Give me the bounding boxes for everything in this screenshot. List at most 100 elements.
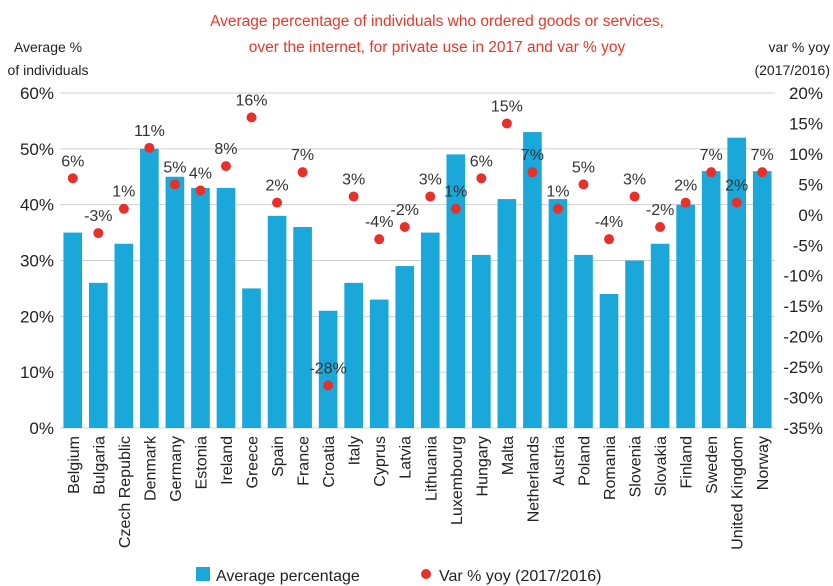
bar — [676, 204, 695, 428]
data-label: 7% — [700, 147, 723, 164]
data-label: 6% — [61, 153, 84, 170]
bar — [114, 243, 134, 428]
bar — [752, 171, 772, 428]
y-right-tick-label: 0% — [798, 206, 823, 225]
y-left-title-line-2: of individuals — [8, 62, 89, 78]
dot-point — [399, 222, 410, 232]
category-label: Croatia — [321, 436, 338, 488]
y-left-tick-label: 0% — [29, 419, 54, 438]
y-right-tick-label: 5% — [798, 175, 823, 194]
data-label: 4% — [189, 165, 212, 182]
data-label: -4% — [365, 214, 393, 231]
data-label: 1% — [444, 184, 467, 201]
y-right-tick-label: -25% — [783, 358, 823, 377]
category-label: Austria — [551, 436, 568, 486]
dot-point — [297, 167, 308, 178]
y-right-title-line-2: (2017/2016) — [754, 62, 830, 78]
dot-point — [604, 234, 615, 245]
bar — [216, 187, 236, 428]
y-left-tick-label: 10% — [20, 363, 54, 382]
y-right-tick-label: -30% — [783, 389, 823, 408]
bar — [191, 187, 210, 428]
bar — [88, 282, 108, 428]
data-label: -2% — [646, 202, 674, 219]
category-label: Norway — [755, 436, 772, 490]
bar — [242, 288, 261, 428]
bar — [625, 260, 644, 428]
bar — [267, 215, 287, 428]
category-label: Belgium — [66, 436, 83, 494]
dot-point — [552, 203, 563, 214]
data-label: -2% — [391, 202, 419, 219]
category-label: Finland — [679, 436, 696, 488]
category-label: Latvia — [398, 436, 415, 479]
bar — [650, 243, 670, 428]
dot-point — [272, 197, 283, 208]
category-label: Spain — [270, 436, 287, 477]
dot-point — [706, 167, 717, 178]
data-label: 1% — [112, 184, 135, 201]
bar — [344, 282, 363, 428]
data-label: 2% — [265, 178, 288, 195]
y-right-tick-label: -35% — [783, 419, 823, 438]
data-label: 7% — [291, 147, 314, 164]
legend: Average percentage Var % yoy (2017/2016) — [196, 567, 601, 585]
y-left-tick-labels: 0% 10% 20% 30% 40% 50% 60% — [20, 84, 54, 438]
y-right-tick-label: 15% — [789, 114, 823, 133]
chart-title-line-2: over the internet, for private use in 20… — [249, 39, 626, 56]
dot-point — [118, 203, 129, 214]
category-label: Sweden — [704, 436, 721, 494]
y-left-tick-label: 50% — [20, 140, 54, 159]
y-left-tick-label: 30% — [20, 252, 54, 271]
data-label: -4% — [595, 214, 623, 231]
y-right-tick-label: 10% — [789, 145, 823, 164]
data-label: 11% — [134, 123, 165, 140]
dot-point — [527, 167, 538, 178]
dot-point — [144, 142, 155, 153]
data-label: 3% — [623, 172, 646, 189]
data-label: 7% — [521, 147, 544, 164]
category-label: Romania — [602, 436, 619, 500]
data-label: 7% — [751, 147, 774, 164]
bar — [701, 171, 721, 428]
y-left-tick-label: 40% — [20, 196, 54, 215]
y-right-title-line-1: var % yoy — [769, 39, 830, 55]
dot-point — [425, 191, 436, 202]
y-right-tick-label: -20% — [783, 328, 823, 347]
bar — [63, 232, 83, 428]
category-labels: Belgium Bulgaria Czech Republic Denmark Germ… — [66, 435, 772, 550]
dot-point — [246, 112, 257, 123]
dot-point — [450, 203, 461, 214]
legend-dot-label: Var % yoy (2017/2016) — [439, 568, 601, 585]
category-label: Denmark — [142, 435, 159, 501]
dot-point — [731, 197, 742, 208]
y-right-tick-label: 20% — [789, 84, 823, 103]
category-label: France — [296, 436, 313, 486]
category-label: Ireland — [219, 436, 236, 485]
data-label: 15% — [491, 98, 523, 115]
chart-title: Average percentage of individuals who or… — [210, 13, 664, 56]
bar-series — [63, 132, 772, 429]
bar — [574, 254, 593, 428]
dot-point — [93, 228, 104, 239]
data-label: 3% — [342, 172, 365, 189]
data-label: 1% — [546, 184, 569, 201]
data-labels: 6%-3%1%11%5% 4%8%16%2%7%-28%3%-4%-2%3%1%6… — [61, 92, 774, 377]
y-left-tick-label: 60% — [20, 84, 54, 103]
bar — [420, 232, 440, 428]
bar — [727, 137, 747, 428]
bar — [369, 299, 389, 428]
dot-point — [323, 380, 334, 391]
category-label: Slovakia — [653, 436, 670, 497]
category-label: Netherlands — [525, 436, 542, 522]
bar — [293, 227, 312, 428]
bar — [523, 132, 542, 429]
bar — [165, 176, 185, 428]
y-left-tick-label: 20% — [20, 307, 54, 326]
dot-point — [476, 173, 487, 184]
category-label: Lithuania — [423, 436, 440, 501]
dot-point — [757, 167, 768, 178]
data-label: 5% — [572, 159, 595, 176]
category-label: Slovenia — [628, 436, 645, 497]
